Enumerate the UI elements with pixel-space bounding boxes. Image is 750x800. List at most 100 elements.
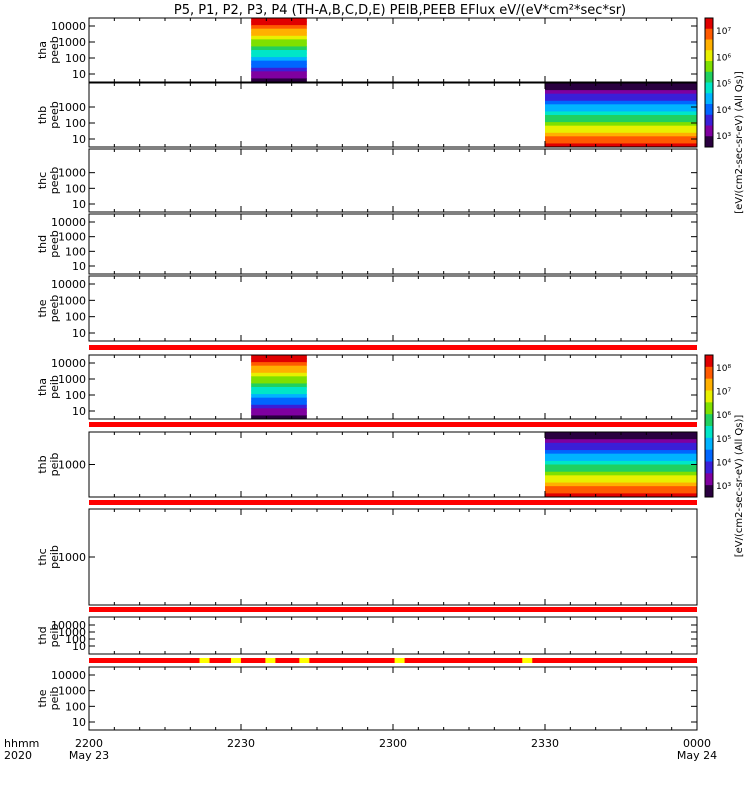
flag-highlight <box>265 658 276 663</box>
spectrogram-cell <box>251 379 307 384</box>
colorbar-tick-label: 10³ <box>716 132 731 142</box>
spectrogram-cell <box>251 408 307 413</box>
spectrogram-cell <box>545 93 697 98</box>
colorbar-swatch <box>705 402 713 415</box>
panel-instrument-label: peib <box>48 375 61 399</box>
panel-thb_peeb: 1000 100 10 thb peeb <box>36 82 698 148</box>
y-tick-label: 10000 <box>51 619 86 632</box>
x-date-label: May 24 <box>677 749 717 762</box>
y-tick-label: 100 <box>65 182 86 195</box>
colorbar-swatch <box>705 82 713 94</box>
colorbar-swatch <box>705 414 713 427</box>
y-tick-label: 10 <box>72 640 86 653</box>
x-tick-label: 2300 <box>379 737 407 750</box>
colorbar-swatch <box>705 93 713 105</box>
colorbar-swatch <box>705 378 713 391</box>
spectrogram-cell <box>545 486 697 491</box>
colorbar-tick-label: 10⁷ <box>716 388 731 398</box>
panel-frame <box>88 354 698 420</box>
colorbar-frame <box>704 17 714 148</box>
spectrogram-cell <box>545 446 697 451</box>
panel-tha_peeb: 10000 1000 100 10 tha peeb <box>36 17 698 83</box>
panel-probe-label: thb <box>36 106 49 124</box>
spectrogram-cell <box>251 67 307 72</box>
y-tick-label: 1000 <box>58 36 86 49</box>
spectrogram-cell <box>251 355 307 360</box>
spectrogram-cell <box>251 358 307 363</box>
panel-thc_peib: 1000 thc peib <box>36 508 698 606</box>
spectrogram-cell <box>251 57 307 62</box>
panel-tha_peib: 10000 1000 100 10 tha peib <box>36 354 698 420</box>
colorbar-swatch <box>705 136 713 148</box>
spectrogram-cell <box>545 111 697 116</box>
flag-bar <box>89 658 697 663</box>
spectrogram-cell <box>251 25 307 30</box>
spectrogram-cell <box>251 362 307 367</box>
spectrogram-cell <box>545 107 697 112</box>
spectrogram-cell <box>251 32 307 37</box>
flag-bar-thc_peib <box>89 607 697 612</box>
panel-probe-label: the <box>36 689 49 707</box>
x-tick-label: 2230 <box>227 737 255 750</box>
y-tick-label: 1000 <box>58 626 86 639</box>
spectrogram-tha_peeb <box>251 18 307 83</box>
spectrogram-cell <box>251 53 307 58</box>
spectrogram-cell <box>545 118 697 123</box>
colorbar-swatch <box>705 114 713 126</box>
panel-the_peib: 10000 1000 100 10 the peib <box>36 666 698 731</box>
flag-highlight <box>299 658 310 663</box>
colorbar-swatch <box>705 426 713 439</box>
colorbar-2: 10⁸ 10⁷ 10⁶ 10⁵ 10⁴ 10³ [eV/(cm2-sec-sr-eV) (A… <box>704 354 745 557</box>
spectrogram-cell <box>545 122 697 127</box>
colorbar-swatch <box>705 485 713 498</box>
flag-bar-stack <box>89 345 697 663</box>
panel-instrument-label: peeb <box>48 167 61 195</box>
spectrogram-cell <box>251 64 307 69</box>
y-tick-label: 100 <box>65 633 86 646</box>
y-tick-label: 1000 <box>58 294 86 307</box>
flag-highlight <box>522 658 533 663</box>
colorbar-frame <box>704 354 714 498</box>
y-tick-label: 100 <box>65 700 86 713</box>
spectrogram-cell <box>545 104 697 109</box>
panel-probe-label: thc <box>36 172 49 189</box>
spectrogram-cell <box>545 442 697 447</box>
panel-probe-label: tha <box>36 41 49 59</box>
y-tick-label: 10 <box>72 260 86 273</box>
spectrogram-cell <box>545 439 697 444</box>
flag-bar <box>89 422 697 427</box>
colorbar-tick-label: 10⁴ <box>716 106 731 116</box>
panel-thc_peeb: 1000 100 10 thc peeb <box>36 148 698 213</box>
y-tick-label: 10000 <box>51 216 86 229</box>
y-tick-label: 10 <box>72 133 86 146</box>
spectrogram-cell <box>545 115 697 120</box>
colorbar-tick-label: 10⁷ <box>716 27 731 37</box>
colorbar-tick-label: 10⁶ <box>716 411 731 421</box>
colorbar-swatch <box>705 28 713 40</box>
spectrogram-cell <box>251 390 307 395</box>
spectrogram-cell <box>545 100 697 105</box>
x-tick-label: 2200 <box>75 737 103 750</box>
spectrogram-cell <box>545 132 697 137</box>
flag-highlight <box>199 658 210 663</box>
panel-instrument-label: peeb <box>48 295 61 323</box>
colorbar-1: 10⁷ 10⁶ 10⁵ 10⁴ 10³ [eV/(cm2-sec-sr-eV) (All … <box>704 17 745 214</box>
spectrogram-cell <box>251 404 307 409</box>
spectrogram-cell <box>545 90 697 95</box>
y-tick-label: 10000 <box>51 669 86 682</box>
colorbar-tick-label: 10⁵ <box>716 80 731 90</box>
colorbar-swatch <box>705 473 713 486</box>
colorbar-swatch <box>705 449 713 462</box>
colorbar-swatch <box>705 125 713 137</box>
panel-instrument-label: peeb <box>48 230 61 258</box>
x-tick-label: 0000 <box>683 737 711 750</box>
spectrogram-cell <box>251 401 307 406</box>
panel-instrument-label: peeb <box>48 36 61 64</box>
spectrogram-cell <box>251 71 307 76</box>
colorbar-swatch <box>705 39 713 51</box>
spectrogram-cell <box>545 475 697 480</box>
spectrogram-thb_peib <box>545 432 697 498</box>
